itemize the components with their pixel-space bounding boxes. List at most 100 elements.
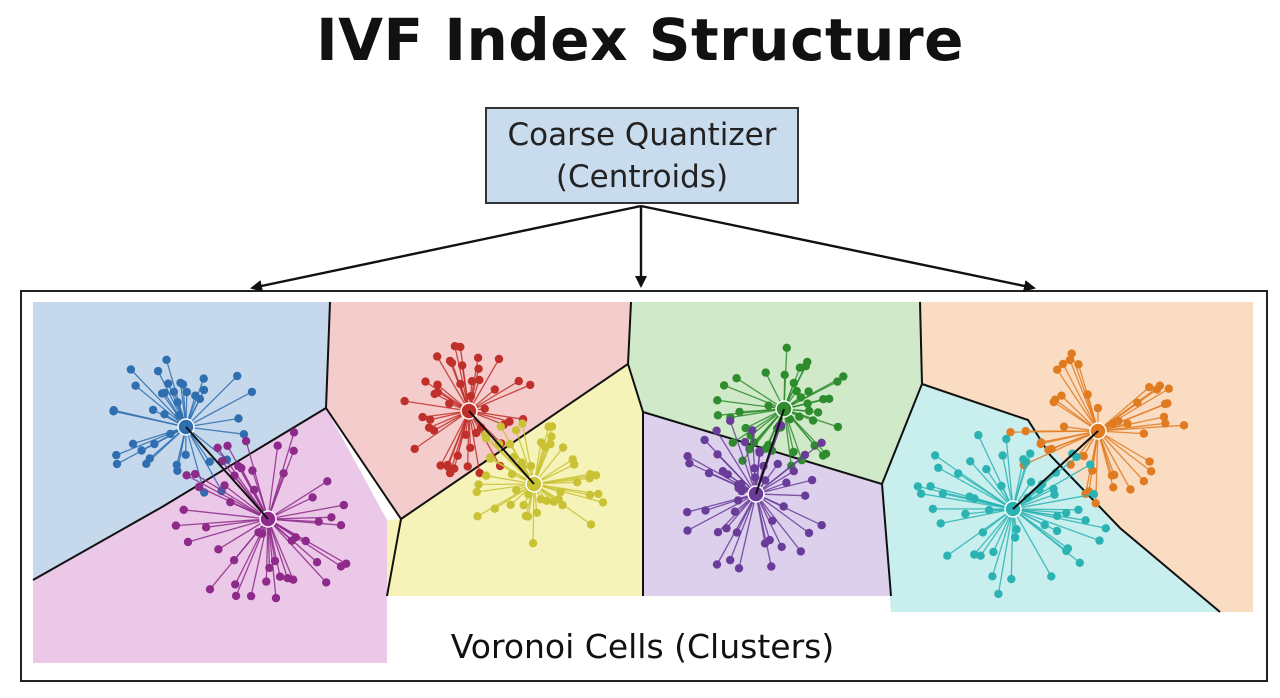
data-point [1114, 416, 1123, 426]
data-point [400, 396, 409, 406]
data-point [765, 535, 774, 545]
spoke-line [183, 509, 269, 520]
data-point [220, 481, 229, 490]
data-point [1067, 349, 1076, 358]
data-point [1146, 467, 1156, 476]
data-point [547, 432, 556, 441]
data-point [322, 578, 331, 587]
region-blue [33, 302, 330, 580]
data-point [131, 381, 140, 390]
data-point [970, 550, 979, 559]
data-point [997, 481, 1006, 491]
spoke-line [185, 417, 239, 428]
data-point [190, 469, 200, 479]
data-point [248, 466, 257, 475]
spoke-line [1040, 430, 1099, 445]
spoke-line [185, 426, 223, 492]
data-point [685, 459, 694, 468]
spoke-line [991, 508, 1014, 577]
data-point [246, 591, 256, 601]
data-point [273, 441, 282, 450]
data-point [1012, 525, 1021, 534]
data-point [978, 528, 988, 537]
spoke-line [940, 508, 1014, 525]
quantizer-arrows [250, 204, 1036, 292]
data-point [1066, 460, 1075, 469]
data-point [279, 469, 288, 478]
data-point [713, 396, 722, 405]
data-point [229, 556, 239, 565]
data-point [970, 494, 979, 503]
data-point [966, 457, 975, 466]
data-point [160, 388, 169, 398]
data-point [585, 490, 595, 500]
data-point [1007, 574, 1016, 584]
data-point [223, 441, 232, 450]
data-point [1023, 493, 1032, 502]
spoke-line [980, 508, 1014, 557]
spoke-line [218, 518, 269, 550]
data-point [741, 423, 750, 433]
data-point [247, 387, 257, 397]
data-point [974, 430, 983, 440]
cluster-blue [109, 355, 257, 497]
spoke-line [934, 454, 1014, 510]
data-point [818, 451, 828, 460]
spoke-line [185, 426, 205, 493]
data-point [1050, 395, 1060, 404]
data-point [804, 528, 814, 538]
spoke-line [1097, 430, 1152, 472]
data-point [1139, 429, 1149, 438]
data-point [1139, 477, 1149, 486]
cluster-orange [1006, 349, 1189, 508]
data-point [183, 537, 193, 547]
data-point [271, 593, 281, 603]
data-point [466, 392, 476, 401]
data-point [819, 395, 828, 404]
data-point [1036, 439, 1045, 449]
data-point [751, 473, 760, 482]
spoke-line [942, 492, 1014, 510]
spoke-line [755, 479, 813, 495]
spoke-line [1097, 388, 1158, 432]
spoke-line [267, 504, 344, 520]
data-point [1095, 536, 1104, 545]
data-point [796, 547, 805, 556]
spoke-line [705, 493, 757, 512]
data-point [239, 430, 249, 439]
data-point [1093, 403, 1103, 413]
data-point [570, 460, 579, 469]
data-point [1179, 421, 1189, 430]
data-point [182, 471, 191, 480]
spoke-line [425, 381, 470, 412]
data-point [1123, 419, 1132, 428]
data-point [195, 394, 205, 404]
data-point [554, 495, 563, 504]
data-point [475, 468, 484, 478]
data-point [544, 422, 553, 431]
data-point [162, 355, 171, 364]
data-point [833, 377, 842, 386]
data-point [558, 443, 568, 452]
spoke-line [1056, 369, 1099, 432]
spoke-line [185, 391, 253, 428]
data-point [777, 542, 786, 552]
data-point [490, 385, 499, 394]
data-point [1086, 460, 1095, 469]
cluster-yellow [472, 419, 608, 548]
data-point [511, 426, 521, 435]
data-point [217, 457, 227, 466]
region-green [628, 302, 922, 484]
data-point [126, 365, 136, 374]
spoke-line [436, 356, 470, 412]
data-point [1107, 471, 1117, 480]
spoke-line [440, 410, 470, 466]
data-point [1164, 384, 1174, 393]
data-point [226, 498, 235, 507]
data-point [683, 507, 692, 517]
data-point [496, 422, 505, 431]
data-point [1083, 390, 1092, 399]
data-point [1109, 483, 1118, 492]
data-point [803, 399, 812, 408]
data-point [796, 393, 805, 402]
